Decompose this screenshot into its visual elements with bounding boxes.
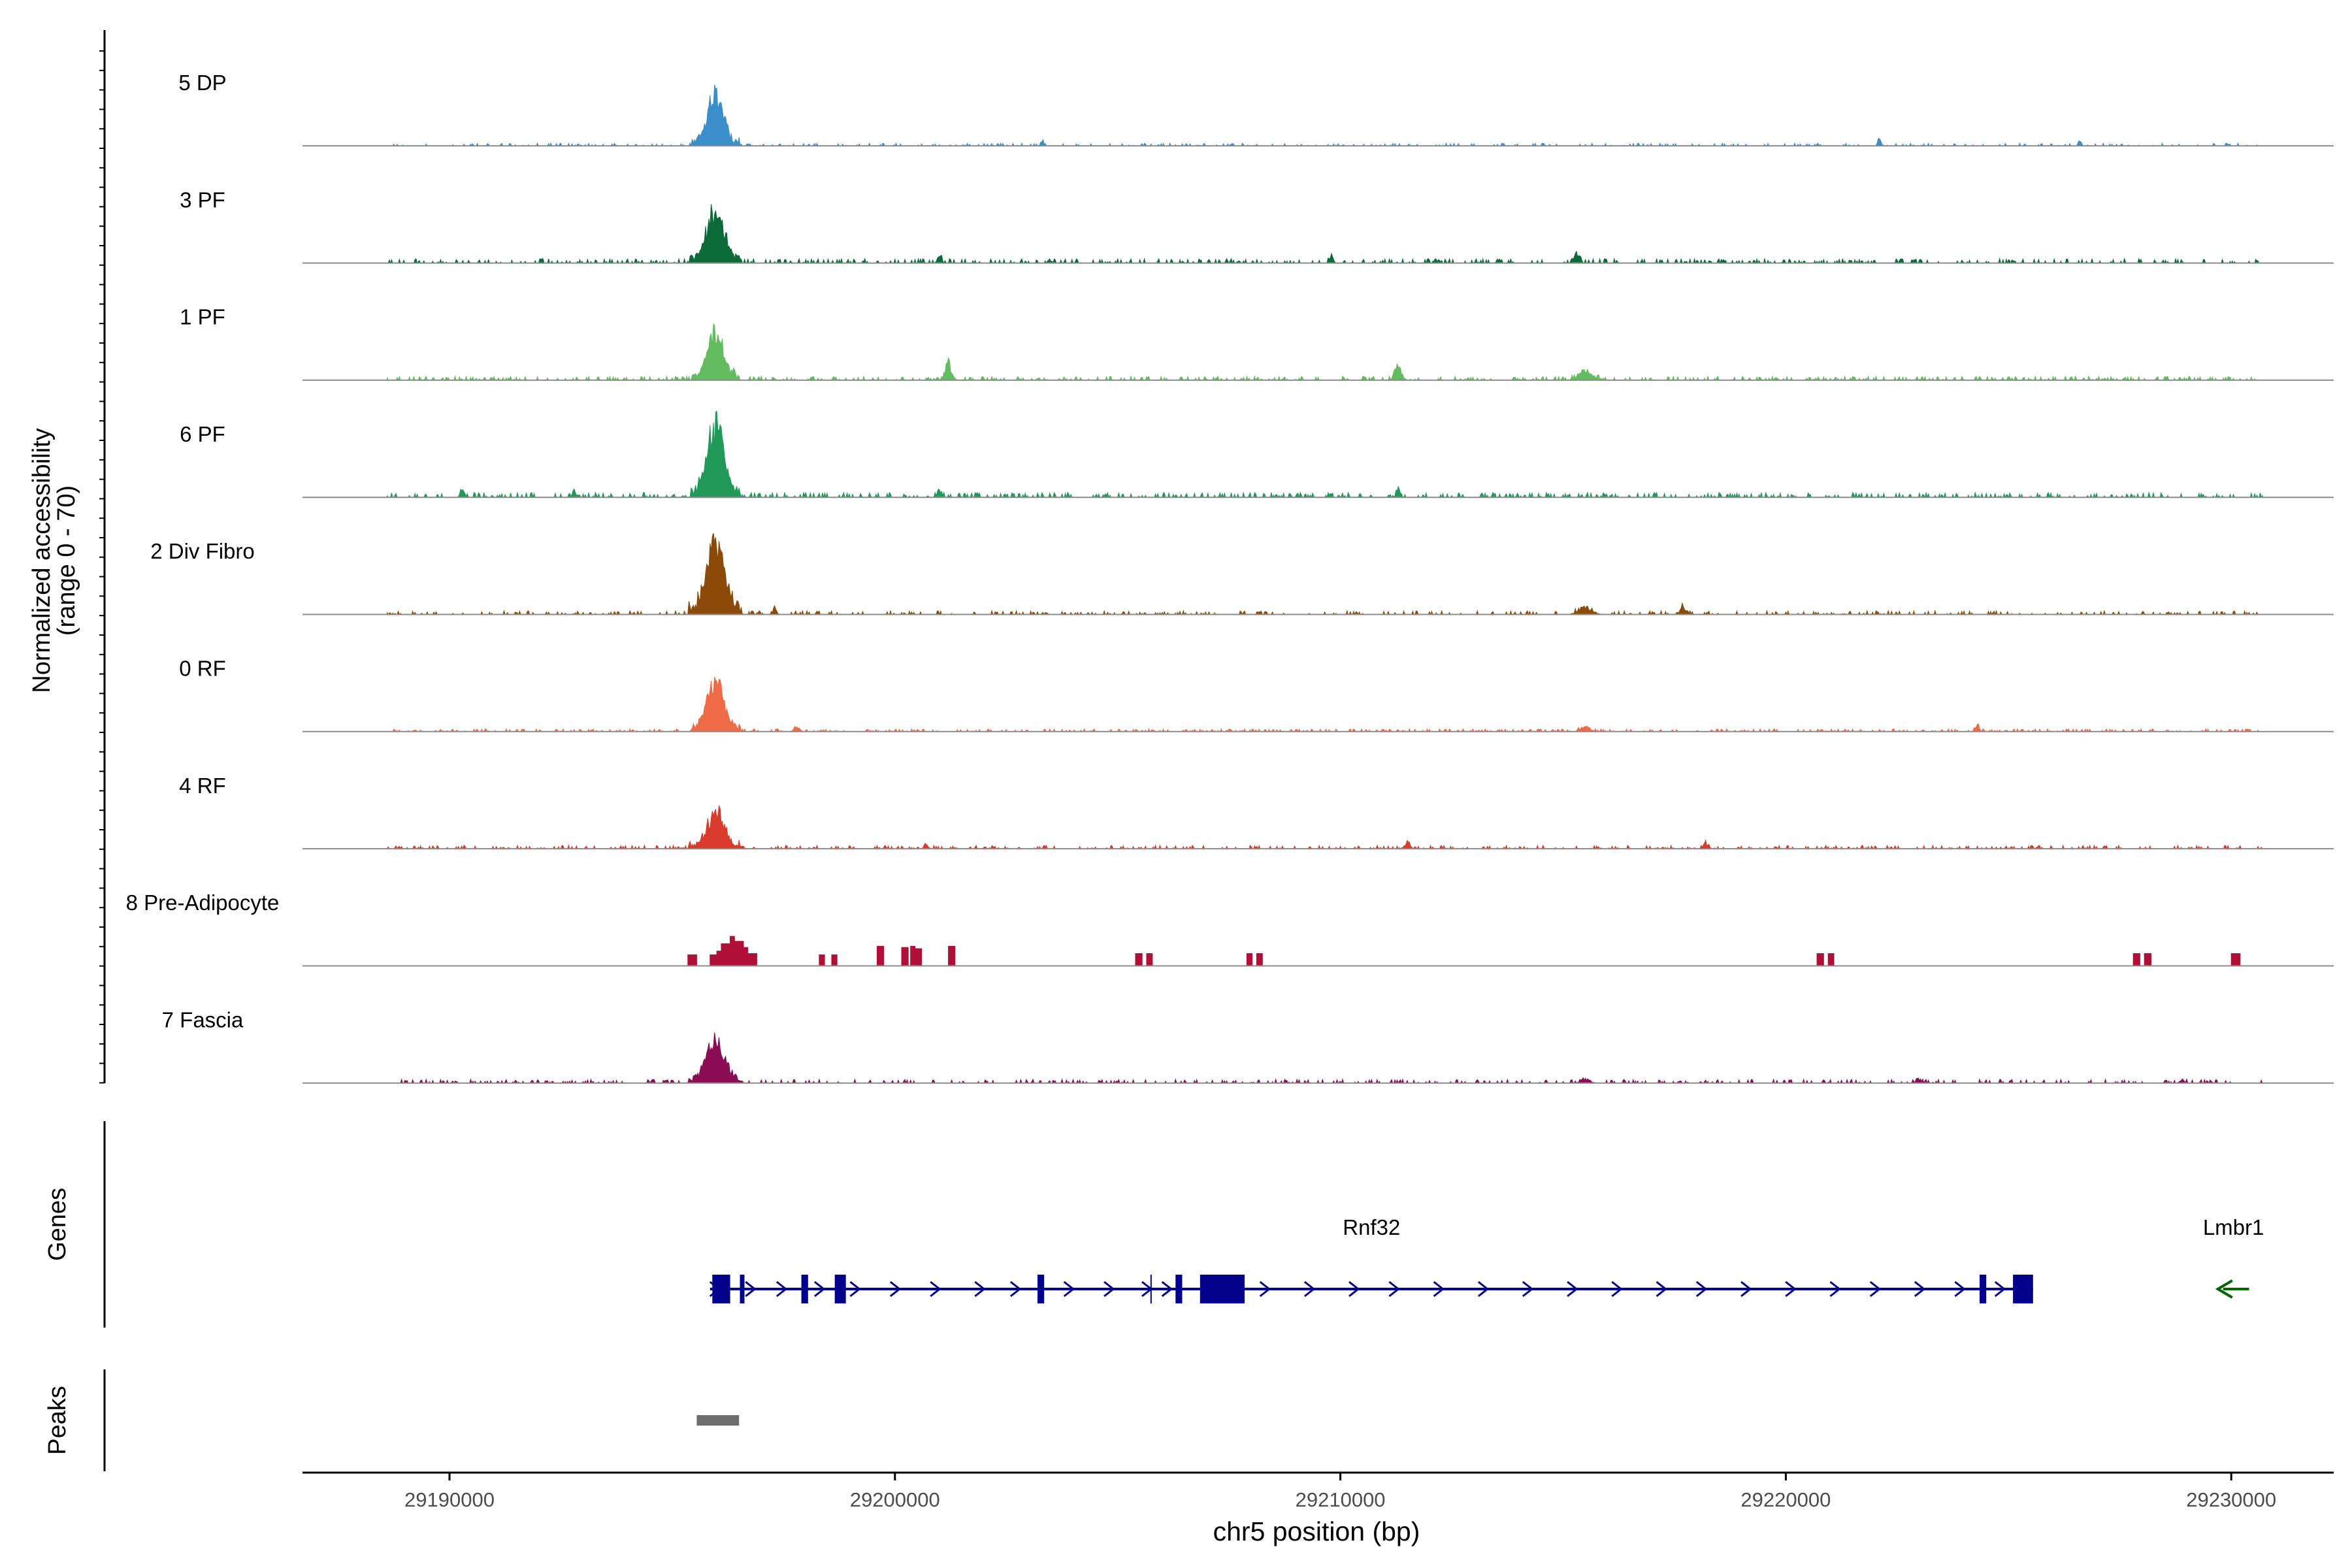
coverage-area (687, 936, 2241, 966)
coverage-area (387, 1032, 2263, 1085)
track-label: 0 RF (179, 657, 226, 681)
track-label: 1 PF (180, 305, 225, 329)
strand-arrow (1477, 1281, 1490, 1298)
track-2-div-fibro: 2 Div Fibro (150, 532, 2334, 616)
exon (740, 1275, 745, 1303)
gene-track: Rnf32 Lmbr1 (709, 1215, 2264, 1303)
exon (834, 1275, 846, 1303)
exon (1175, 1275, 1183, 1303)
exon (1200, 1275, 1245, 1303)
coverage-area (387, 410, 2263, 499)
coverage-y-axis (99, 30, 106, 1084)
track-label: 7 Fascia (162, 1007, 244, 1032)
strand-arrow (813, 1281, 826, 1298)
coverage-tracks: 5 DP 3 PF 1 PF 6 PF 2 Div Fibro 0 RF 4 RF 8 Pre… (126, 71, 2334, 1085)
x-axis: 29190000 29200000 29210000 29220000 29230000 (302, 1471, 2334, 1511)
coverage-area (387, 532, 2262, 616)
exon (1037, 1275, 1045, 1303)
exon (2013, 1275, 2033, 1303)
strand-arrow (889, 1281, 902, 1298)
peak-region (696, 1415, 740, 1426)
gene-track-label: Genes (44, 1188, 71, 1261)
track-5-dp: 5 DP (178, 71, 2334, 147)
coverage-area (387, 84, 2262, 147)
strand-arrow (930, 1281, 941, 1298)
strand-arrow (849, 1281, 861, 1298)
track-0-rf: 0 RF (179, 657, 2334, 733)
strand-arrow (745, 1281, 757, 1298)
x-tick-label: 29210000 (1296, 1488, 1386, 1511)
exon (712, 1275, 730, 1303)
track-1-pf: 1 PF (180, 305, 2334, 382)
gene-name: Rnf32 (1343, 1215, 1400, 1239)
strand-arrow (1259, 1281, 1271, 1298)
strand-arrow (1785, 1281, 1797, 1298)
strand-arrow (1161, 1281, 1173, 1298)
strand-arrow (1656, 1281, 1667, 1298)
coverage-area (387, 204, 2262, 265)
coverage-area (387, 322, 2262, 382)
strand-arrow (974, 1281, 986, 1298)
track-4-rf: 4 RF (179, 774, 2334, 850)
strand-arrow (1388, 1281, 1400, 1298)
x-tick-label: 29200000 (850, 1488, 940, 1511)
x-axis-title: chr5 position (bp) (1213, 1516, 1420, 1546)
track-label: 8 Pre-Adipocyte (126, 890, 280, 915)
strand-arrow (1063, 1281, 1075, 1298)
track-label: 6 PF (180, 422, 225, 446)
x-tick-label: 29230000 (2186, 1488, 2276, 1511)
strand-arrow (1740, 1281, 1752, 1298)
strand-arrow (1009, 1281, 1022, 1298)
strand-arrow (1567, 1281, 1578, 1298)
strand-arrow (1611, 1281, 1623, 1298)
gene-name: Lmbr1 (2203, 1215, 2264, 1239)
strand-arrow (1433, 1281, 1445, 1298)
strand-arrow (1994, 1281, 2006, 1298)
strand-arrow (1348, 1281, 1360, 1298)
gene-lmbr1: Lmbr1 (2203, 1215, 2264, 1299)
peak-track (696, 1415, 740, 1426)
exon (1980, 1275, 1987, 1303)
track-7-fascia: 7 Fascia (162, 1007, 2334, 1085)
strand-arrow (776, 1281, 788, 1298)
strand-arrow (1869, 1281, 1882, 1298)
strand-arrow (1914, 1281, 1926, 1298)
track-6-pf: 6 PF (180, 410, 2334, 499)
track-label: 3 PF (180, 188, 225, 212)
peak-track-label: Peaks (44, 1386, 71, 1455)
strand-arrow (1522, 1281, 1534, 1298)
strand-arrow (1103, 1281, 1115, 1298)
strand-arrow (1829, 1281, 1841, 1298)
track-label: 2 Div Fibro (150, 539, 255, 563)
track-3-pf: 3 PF (180, 188, 2334, 265)
track-label: 5 DP (178, 71, 226, 95)
coverage-area (387, 677, 2262, 733)
strand-arrow (1303, 1281, 1316, 1298)
x-tick-label: 29220000 (1740, 1488, 1831, 1511)
y-axis-title: Normalized accessibility (28, 428, 56, 693)
exon (801, 1275, 808, 1303)
x-tick-label: 29190000 (404, 1488, 495, 1511)
track-8-pre-adipocyte: 8 Pre-Adipocyte (126, 890, 2334, 967)
y-axis-subtitle: (range 0 - 70) (53, 485, 80, 636)
coverage-area (386, 804, 2263, 850)
strand-arrow (1954, 1281, 1966, 1298)
strand-arrow (2215, 1279, 2233, 1299)
strand-arrow (1695, 1281, 1708, 1298)
gene-rnf32: Rnf32 (709, 1215, 2033, 1303)
track-label: 4 RF (179, 774, 226, 798)
